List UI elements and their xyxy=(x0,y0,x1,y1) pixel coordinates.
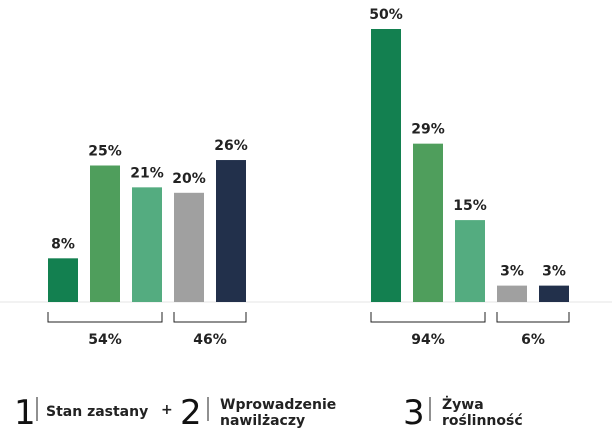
group-total-label-panel-2-2: 6% xyxy=(521,332,545,348)
bar-panel-2-3 xyxy=(455,220,485,302)
legend-item-3-line-2: roślinność xyxy=(442,413,523,429)
bar-panel-2-2 xyxy=(413,143,443,302)
bar-value-label-panel-2-5: 3% xyxy=(542,264,566,280)
bar-value-label-panel-1-2: 25% xyxy=(88,144,122,160)
bar-value-label-panel-2-2: 29% xyxy=(411,122,445,138)
legend-item-3-number: 3 xyxy=(403,393,425,429)
group-bracket-panel-1-2 xyxy=(173,312,247,323)
legend-item-1-label: Stan zastany xyxy=(46,404,148,420)
legend-plus: + xyxy=(161,402,173,418)
legend-item-2-number: 2 xyxy=(180,393,202,429)
group-total-label-panel-2-1: 94% xyxy=(411,332,445,348)
bar-value-label-panel-2-3: 15% xyxy=(453,198,487,214)
bar-panel-2-5 xyxy=(539,285,569,302)
group-bracket-panel-2-2 xyxy=(496,312,570,323)
bar-panel-2-4 xyxy=(497,285,527,302)
legend-item-2-line-2: nawilżaczy xyxy=(220,413,305,429)
bar-value-label-panel-1-4: 20% xyxy=(172,171,206,187)
bar-panel-1-3 xyxy=(132,187,162,302)
bar-value-label-panel-1-1: 8% xyxy=(51,236,75,252)
group-brackets-layer: 54% 46% 94% 6% xyxy=(47,312,570,348)
legend-item-1-number: 1 xyxy=(14,393,36,429)
bar-value-label-panel-1-5: 26% xyxy=(214,138,248,154)
legend-item-2-line-1: Wprowadzenie xyxy=(220,397,336,413)
bar-panel-1-4 xyxy=(174,192,204,302)
bar-value-label-panel-2-4: 3% xyxy=(500,264,524,280)
bar-value-label-panel-1-3: 21% xyxy=(130,165,164,181)
bar-panel-1-5 xyxy=(216,160,246,302)
legend-item-3-line-1: Żywa xyxy=(442,396,484,413)
bar-panel-2-1 xyxy=(371,29,401,302)
legend: 1 Stan zastany + 2 Wprowadzenie nawilżac… xyxy=(14,393,523,429)
bar-panel-1-1 xyxy=(48,258,78,302)
group-total-label-panel-1-2: 46% xyxy=(193,332,227,348)
bar-panel-1-2 xyxy=(90,165,120,302)
group-total-label-panel-1-1: 54% xyxy=(88,332,122,348)
group-bracket-panel-2-1 xyxy=(370,312,486,323)
group-bracket-panel-1-1 xyxy=(47,312,163,323)
bars-layer: 8% 25% 21% 20% 26% 50% 29% 15% 3% 3% xyxy=(48,7,569,302)
bar-value-label-panel-2-1: 50% xyxy=(369,7,403,23)
